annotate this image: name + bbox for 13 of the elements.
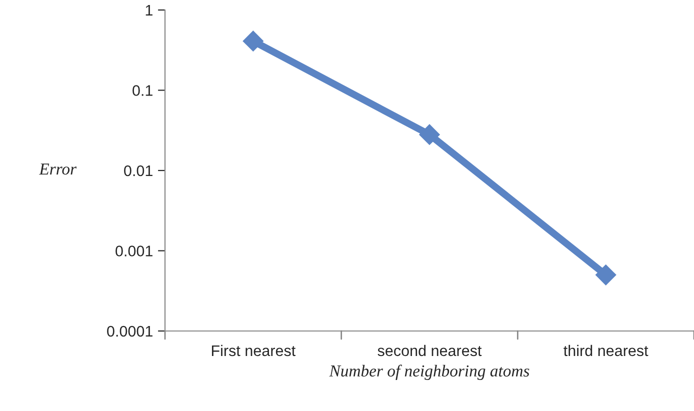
y-tick-label: 1 [146, 5, 152, 16]
x-tick-label: third nearest [564, 344, 648, 356]
x-tick-label: First nearest [212, 344, 296, 356]
y-axis-title: Error [38, 164, 77, 175]
y-tick-label: 0.01 [124, 165, 152, 176]
point [242, 30, 264, 52]
point [419, 124, 440, 145]
y-tick-label: 0.1 [132, 85, 152, 96]
point [595, 264, 616, 286]
x-axis-title: Number of neighboring atoms [329, 364, 530, 380]
y-tick-label: 0.0001 [107, 326, 152, 337]
y-tick-label: 0.001 [116, 246, 152, 256]
x-tick-label: second nearest [378, 344, 482, 356]
